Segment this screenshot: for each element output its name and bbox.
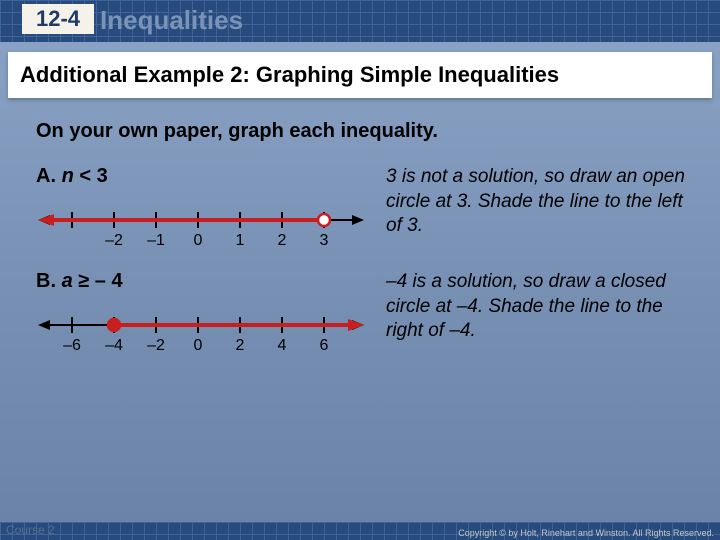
problem-b-explanation: –4 is a solution, so draw a closed circl…	[386, 270, 686, 369]
problem-a-variable: n	[62, 165, 74, 187]
tick-label: 1	[236, 232, 245, 250]
course-tag: Course 2	[6, 523, 55, 537]
problem-b-variable: a	[62, 270, 73, 292]
tick-label: 6	[320, 337, 329, 355]
section-title: Additional Example 2: Graphing Simple In…	[20, 62, 559, 88]
chapter-number: 12-4	[36, 6, 80, 32]
tick-label: 4	[278, 337, 287, 355]
problem-a-explanation: 3 is not a solution, so draw an open cir…	[386, 165, 686, 264]
tick-label: 2	[236, 337, 245, 355]
problem-a-prefix: A.	[36, 165, 62, 187]
numberline-b: –6 –4 –2 0 2 4 6	[36, 303, 366, 363]
instruction-text: On your own paper, graph each inequality…	[36, 120, 696, 143]
copyright-text: Copyright © by Holt, Rinehart and Winsto…	[458, 528, 714, 538]
tick-label: –2	[105, 232, 123, 250]
tick-label: –6	[63, 337, 81, 355]
tick-label: –1	[147, 232, 165, 250]
problem-a-relation: < 3	[74, 165, 108, 187]
chapter-title: Inequalities	[100, 5, 243, 36]
tick-label: 3	[320, 232, 329, 250]
section-title-bar: Additional Example 2: Graphing Simple In…	[8, 52, 712, 98]
content-area: On your own paper, graph each inequality…	[36, 120, 696, 369]
chapter-number-box: 12-4	[22, 4, 94, 34]
problem-b-left: B. a ≥ – 4 –6 –4 –2 0 2 4 6	[36, 270, 386, 369]
problem-a-left: A. n < 3 –2 –1 0 1 2 3	[36, 165, 386, 264]
problem-a-row: A. n < 3 –2 –1 0 1 2 3 3 is not a solution, s…	[36, 165, 696, 264]
problem-a-label: A. n < 3	[36, 165, 386, 188]
tick-label: 0	[194, 232, 203, 250]
header-grid: 12-4 Inequalities	[0, 0, 720, 42]
tick-label: –2	[147, 337, 165, 355]
numberline-a: –2 –1 0 1 2 3	[36, 198, 366, 258]
tick-label: 0	[194, 337, 203, 355]
problem-b-label: B. a ≥ – 4	[36, 270, 386, 293]
tick-label: –4	[105, 337, 123, 355]
problem-b-row: B. a ≥ – 4 –6 –4 –2 0 2 4 6 –4 is a solution, …	[36, 270, 696, 369]
problem-b-prefix: B.	[36, 270, 62, 292]
tick-label: 2	[278, 232, 287, 250]
problem-b-relation: ≥ – 4	[73, 270, 123, 292]
